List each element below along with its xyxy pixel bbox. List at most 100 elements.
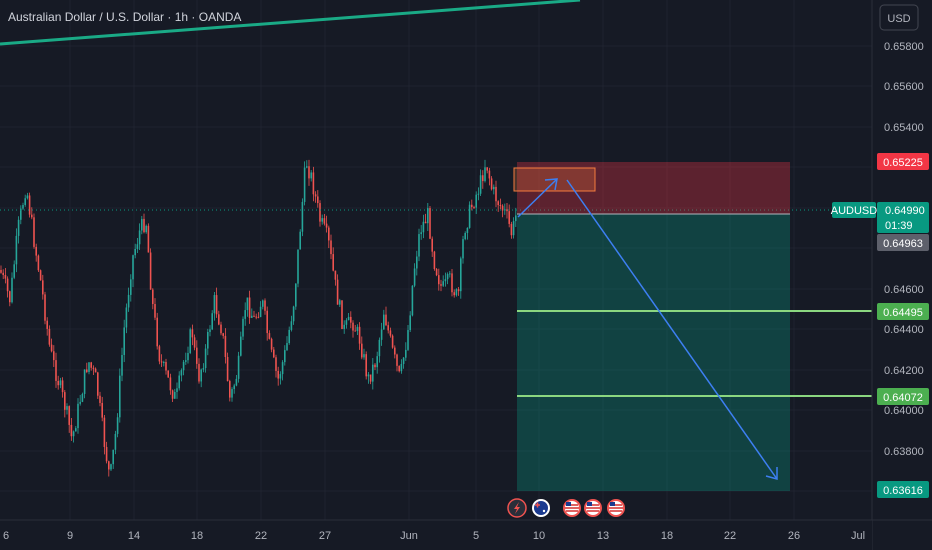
- au-flag-icon[interactable]: [532, 499, 550, 517]
- candle-body: [479, 175, 482, 194]
- candle-body: [451, 273, 453, 293]
- target-3-value: 0.63616: [883, 485, 923, 497]
- candle-body: [429, 208, 431, 239]
- candle-body: [0, 270, 2, 273]
- us-flag-icon[interactable]: [607, 499, 625, 517]
- candle-body: [482, 175, 484, 182]
- candle-body: [11, 277, 13, 303]
- price-tick: 0.65800: [884, 41, 924, 53]
- candle-body: [196, 347, 198, 364]
- target-1-tag[interactable]: 0.64495: [877, 303, 929, 320]
- candle-body: [86, 369, 88, 372]
- time-tick: Jun: [400, 530, 418, 542]
- candle-body: [380, 329, 383, 340]
- candle-body: [97, 372, 99, 396]
- candle-body: [332, 254, 334, 271]
- arrow-up[interactable]: [517, 178, 558, 218]
- stop-loss-zone[interactable]: [517, 162, 790, 214]
- currency-button[interactable]: [879, 4, 919, 31]
- trendline[interactable]: [0, 0, 581, 46]
- target-3-tag[interactable]: 0.63616: [877, 481, 929, 498]
- candle-body: [160, 361, 163, 363]
- time-axis[interactable]: [0, 520, 872, 550]
- candle-body: [79, 401, 81, 404]
- chart-title: Australian Dollar / U.S. Dollar · 1h · O…: [8, 10, 241, 24]
- candle-body: [105, 446, 108, 462]
- candle-body: [440, 284, 442, 286]
- candle-body: [325, 223, 328, 228]
- candle-body: [44, 294, 46, 321]
- candle-body: [391, 335, 394, 348]
- candle-body: [220, 324, 222, 334]
- candle-body: [394, 347, 396, 355]
- candle-body: [4, 274, 7, 279]
- plot-area[interactable]: [0, 0, 872, 520]
- candle-body: [101, 402, 103, 418]
- arrow-up-head: [544, 178, 558, 191]
- candle-body: [35, 246, 37, 256]
- candle-body: [112, 449, 114, 465]
- candle-body: [495, 186, 497, 202]
- candle-body: [257, 316, 260, 318]
- candle-body: [477, 193, 480, 195]
- candle-body: [418, 234, 420, 257]
- candle-body: [64, 392, 66, 410]
- candle-body: [444, 279, 447, 282]
- arrow-down[interactable]: [566, 179, 778, 480]
- event-markers[interactable]: [507, 498, 625, 518]
- candle-body: [94, 368, 97, 373]
- candle-body: [361, 343, 363, 358]
- candle-body: [213, 295, 216, 314]
- price-axis[interactable]: [872, 0, 932, 520]
- time-tick: 6: [3, 530, 9, 542]
- candle-body: [400, 363, 403, 372]
- candle-body: [292, 306, 295, 322]
- time-tick: 9: [67, 530, 73, 542]
- forecast-arrows[interactable]: [517, 178, 778, 480]
- candle-body: [70, 424, 73, 437]
- candle-body: [319, 203, 321, 222]
- candle-body: [431, 238, 433, 252]
- current-price-tag[interactable]: 0.64990 01:39: [877, 202, 929, 233]
- target-2-tag[interactable]: 0.64072: [877, 388, 929, 405]
- stop-loss-tag[interactable]: 0.65225: [877, 153, 929, 170]
- candle-body: [143, 218, 145, 233]
- candle-body: [486, 167, 488, 171]
- candle-body: [464, 232, 466, 240]
- candlestick-series: [0, 159, 517, 477]
- stop-loss-value: 0.65225: [883, 157, 923, 169]
- candle-body: [180, 370, 183, 376]
- candle-body: [512, 221, 515, 236]
- entry-tag[interactable]: 0.64963: [877, 234, 929, 251]
- candle-body: [193, 337, 196, 348]
- us-flag-icon[interactable]: [563, 499, 581, 517]
- candle-body: [422, 221, 425, 233]
- candle-body: [226, 356, 229, 382]
- candle-body: [50, 344, 53, 352]
- time-tick: Jul: [851, 530, 865, 542]
- candle-body: [286, 343, 288, 351]
- candle-body: [475, 194, 477, 208]
- candle-body: [215, 295, 218, 315]
- take-profit-zone[interactable]: [517, 214, 790, 491]
- candle-body: [365, 354, 367, 377]
- candle-body: [13, 264, 15, 278]
- candle-body: [207, 331, 209, 349]
- candle-body: [288, 329, 290, 344]
- time-tick: 5: [473, 530, 479, 542]
- candle-body: [218, 314, 220, 325]
- candle-body: [356, 326, 359, 331]
- candle-body: [367, 374, 370, 377]
- candle-body: [407, 330, 409, 350]
- us-flag-icon[interactable]: [584, 499, 602, 517]
- candle-body: [303, 167, 306, 202]
- candle-body: [121, 354, 123, 376]
- candle-body: [270, 338, 273, 350]
- candle-body: [323, 218, 326, 224]
- candle-body: [235, 378, 238, 386]
- candle-body: [83, 369, 86, 394]
- symbol-tag[interactable]: AUDUSD: [831, 202, 878, 218]
- candle-body: [110, 464, 112, 470]
